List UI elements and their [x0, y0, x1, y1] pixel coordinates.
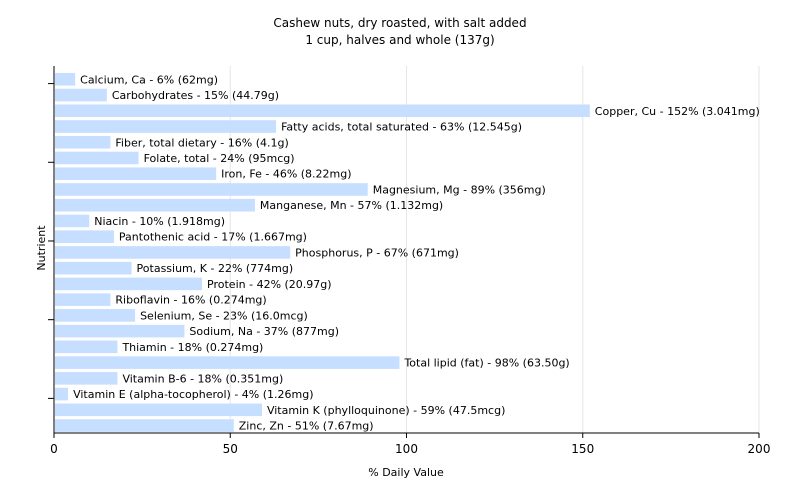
bar	[55, 120, 277, 133]
bar	[55, 356, 400, 369]
bar	[55, 135, 111, 149]
x-tick-label: 200	[748, 442, 771, 456]
x-axis-label: % Daily Value	[368, 466, 444, 479]
bar-label: Vitamin K (phylloquinone) - 59% (47.5mcg…	[267, 404, 505, 417]
bar	[55, 183, 368, 196]
bar-label: Vitamin B-6 - 18% (0.351mg)	[122, 372, 283, 385]
bar	[55, 167, 217, 181]
x-tick-label: 50	[223, 442, 238, 456]
bar-label: Iron, Fe - 46% (8.22mg)	[221, 168, 351, 181]
bar-label: Thiamin - 18% (0.274mg)	[121, 341, 263, 354]
bar-label: Magnesium, Mg - 89% (356mg)	[373, 183, 546, 196]
bar	[55, 88, 107, 102]
bar	[55, 324, 185, 338]
bar-label: Zinc, Zn - 51% (7.67mg)	[239, 420, 374, 433]
bar	[55, 151, 139, 165]
bar-label: Total lipid (fat) - 98% (63.50g)	[403, 357, 569, 370]
x-tick-label: 100	[395, 442, 418, 456]
bar	[55, 230, 114, 243]
bar-label: Fiber, total dietary - 16% (4.1g)	[115, 136, 288, 149]
chart-title: Cashew nuts, dry roasted, with salt adde…	[273, 16, 526, 30]
bar	[55, 340, 118, 354]
bar-label: Sodium, Na - 37% (877mg)	[189, 325, 339, 338]
bar	[55, 372, 118, 385]
axes-group: 0 50 100 150 200	[48, 66, 770, 456]
bars-group: Calcium, Ca - 6% (62mg) Carbohydrates - 1…	[55, 73, 760, 433]
bar	[55, 198, 255, 212]
bar-label: Folate, total - 24% (95mcg)	[144, 152, 295, 165]
bar	[55, 214, 90, 228]
y-axis-label: Nutrient	[35, 225, 48, 271]
bar	[55, 293, 111, 306]
bar-label: Potassium, K - 22% (774mg)	[137, 262, 294, 275]
bar	[55, 419, 234, 432]
bar	[55, 261, 132, 275]
bar-label: Protein - 42% (20.97g)	[207, 278, 332, 291]
bar-label: Manganese, Mn - 57% (1.132mg)	[260, 199, 443, 212]
bar-label: Pantothenic acid - 17% (1.667mg)	[119, 231, 307, 244]
bar-label: Fatty acids, total saturated - 63% (12.5…	[281, 121, 522, 134]
bar	[55, 277, 203, 291]
bar-label: Carbohydrates - 15% (44.79g)	[112, 89, 279, 102]
chart-subtitle: 1 cup, halves and whole (137g)	[305, 33, 494, 47]
bar-label: Vitamin E (alpha-tocopherol) - 4% (1.26m…	[73, 388, 313, 401]
bar	[55, 246, 291, 259]
x-tick-label: 0	[50, 442, 58, 456]
x-tick-label: 150	[571, 442, 594, 456]
bar-label: Copper, Cu - 152% (3.041mg)	[595, 105, 760, 118]
bar-label: Niacin - 10% (1.918mg)	[94, 215, 225, 228]
bar-label: Selenium, Se - 23% (16.0mcg)	[140, 309, 308, 322]
bar	[55, 309, 136, 322]
bar	[55, 403, 262, 417]
bar	[55, 104, 590, 118]
bar-label: Phosphorus, P - 67% (671mg)	[295, 246, 459, 259]
bar-label: Calcium, Ca - 6% (62mg)	[80, 73, 218, 86]
bar	[55, 73, 76, 86]
bar	[55, 387, 69, 401]
bar-label: Riboflavin - 16% (0.274mg)	[115, 294, 266, 307]
